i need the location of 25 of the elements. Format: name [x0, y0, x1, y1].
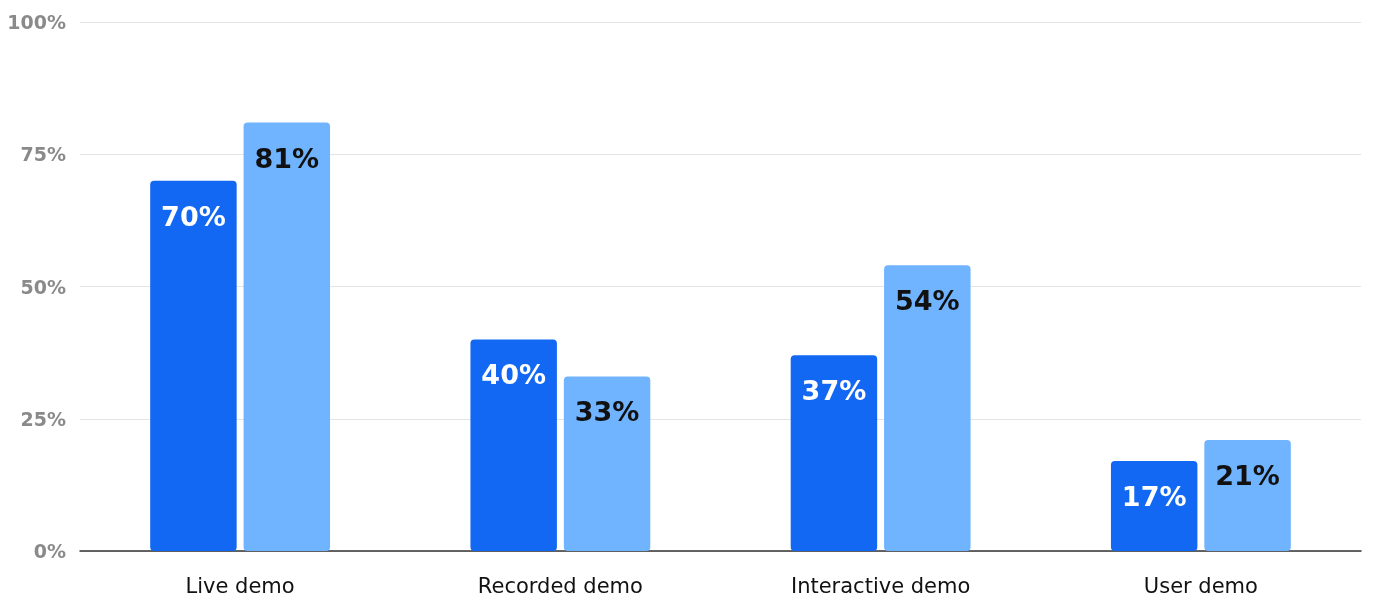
data-label: 70%: [161, 200, 226, 232]
data-label: 17%: [1121, 481, 1187, 513]
bar: [243, 122, 331, 551]
bar: [884, 265, 971, 551]
y-tick-label: 100%: [7, 11, 66, 33]
y-tick-label: 50%: [20, 275, 66, 298]
y-tick-label: 0%: [33, 540, 66, 562]
y-tick-label: 25%: [20, 407, 66, 430]
data-label: 33%: [574, 396, 640, 428]
bar: [150, 180, 237, 551]
x-tick-label: User demo: [1143, 573, 1258, 596]
x-tick-label: Live demo: [185, 573, 295, 596]
bar: [470, 339, 557, 551]
data-label: 81%: [254, 142, 320, 174]
bar: [790, 355, 878, 551]
bar: [1204, 439, 1291, 551]
data-label: 54%: [895, 285, 960, 317]
y-tick-label: 75%: [20, 143, 66, 166]
data-label: 37%: [801, 375, 867, 407]
bar: [1110, 461, 1198, 551]
x-tick-label: Interactive demo: [790, 573, 971, 596]
bar: [563, 376, 651, 551]
x-tick-label: Recorded demo: [477, 573, 643, 596]
data-label: 21%: [1215, 459, 1280, 491]
data-label: 40%: [481, 359, 546, 391]
